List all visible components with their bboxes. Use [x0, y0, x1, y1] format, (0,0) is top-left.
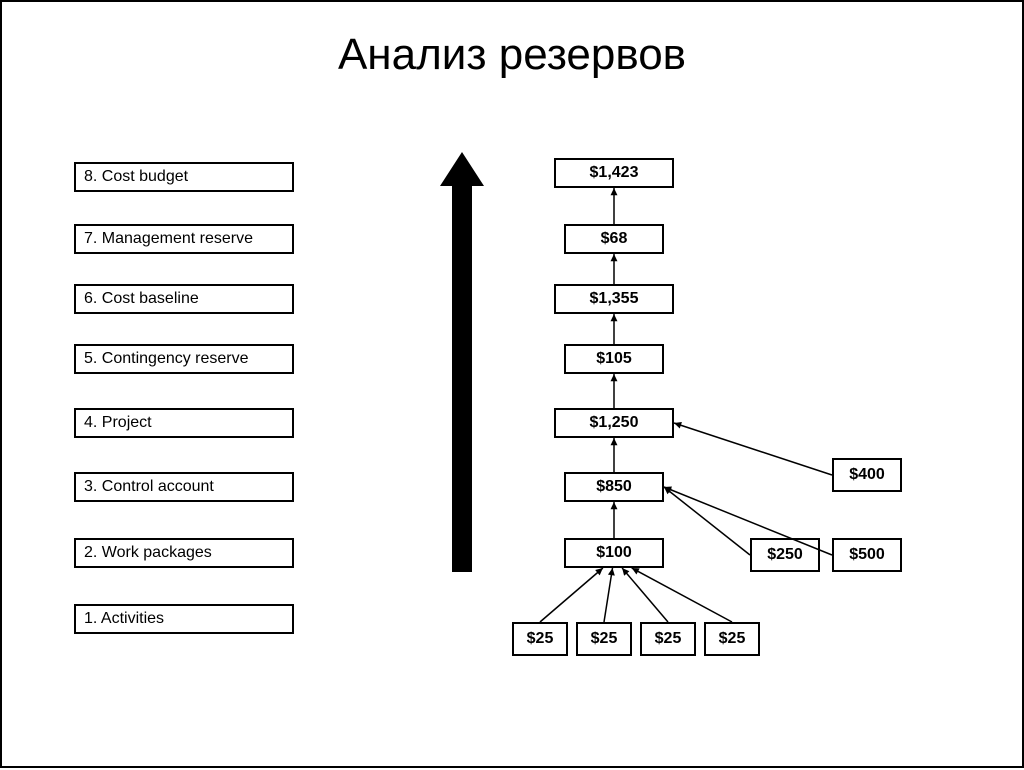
big-arrow-icon — [440, 152, 484, 572]
arrow-icon — [611, 438, 618, 472]
label-box-8: 8. Cost budget — [74, 162, 294, 192]
label-box-2: 2. Work packages — [74, 538, 294, 568]
arrow-icon — [611, 374, 618, 408]
arrow-icon — [611, 254, 618, 284]
arrow-icon — [632, 568, 732, 622]
value-box-v4: $1,250 — [554, 408, 674, 438]
label-box-6: 6. Cost baseline — [74, 284, 294, 314]
arrow-icon — [674, 422, 832, 475]
label-box-1: 1. Activities — [74, 604, 294, 634]
value-box-a2: $25 — [576, 622, 632, 656]
value-box-s400: $400 — [832, 458, 902, 492]
arrow-icon — [611, 188, 618, 224]
label-box-7: 7. Management reserve — [74, 224, 294, 254]
value-box-v8: $1,423 — [554, 158, 674, 188]
arrow-icon — [611, 502, 618, 538]
value-box-a3: $25 — [640, 622, 696, 656]
value-box-a4: $25 — [704, 622, 760, 656]
arrow-icon — [540, 568, 603, 622]
label-box-5: 5. Contingency reserve — [74, 344, 294, 374]
arrow-icon — [611, 314, 618, 344]
value-box-s250: $250 — [750, 538, 820, 572]
arrow-icon — [622, 568, 668, 622]
arrow-icon — [664, 487, 750, 555]
value-box-v2: $100 — [564, 538, 664, 568]
value-box-s500: $500 — [832, 538, 902, 572]
slide-frame: Анализ резервов 8. Cost budget 7. Managem… — [0, 0, 1024, 768]
value-box-v7: $68 — [564, 224, 664, 254]
value-box-v5: $105 — [564, 344, 664, 374]
label-box-3: 3. Control account — [74, 472, 294, 502]
value-box-v6: $1,355 — [554, 284, 674, 314]
value-box-v3: $850 — [564, 472, 664, 502]
arrow-icon — [604, 568, 615, 622]
value-box-a1: $25 — [512, 622, 568, 656]
slide-title: Анализ резервов — [2, 2, 1022, 90]
label-box-4: 4. Project — [74, 408, 294, 438]
